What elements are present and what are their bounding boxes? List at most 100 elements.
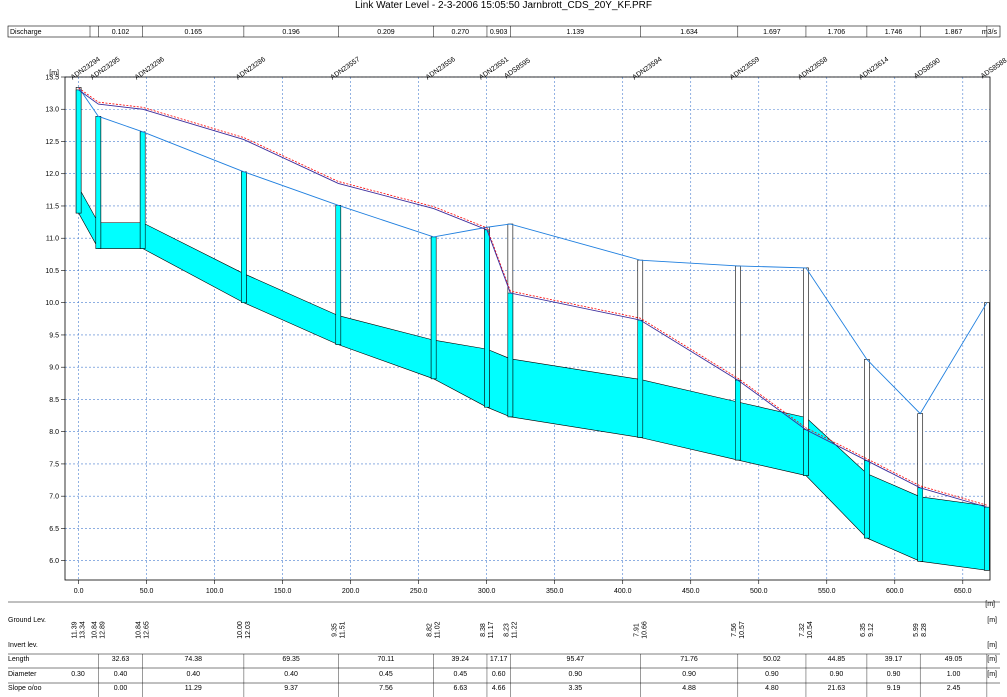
manhole-water	[803, 429, 809, 476]
slope-value: 4.80	[765, 685, 779, 692]
discharge-value: 0.270	[452, 29, 470, 36]
plot-frame	[64, 76, 991, 581]
slope-value: 3.35	[569, 685, 583, 692]
table-row-unit: [m]	[987, 656, 997, 663]
invert-level-value: 5.99	[913, 623, 920, 637]
diameter-value: 0.40	[186, 671, 200, 678]
manhole-water	[241, 171, 247, 303]
table-row-label: Invert lev.	[8, 642, 38, 649]
invert-level-value: 9.35	[331, 623, 338, 637]
manhole-water	[139, 131, 146, 249]
slope-value: 9.37	[284, 685, 298, 692]
discharge-value: 1.746	[885, 29, 903, 36]
manhole-water	[430, 236, 437, 380]
length-value: 69.35	[282, 656, 300, 663]
x-tick-label: 200.0	[342, 588, 360, 595]
slope-value: 0.00	[114, 685, 128, 692]
ground-level-value: 12.65	[144, 621, 151, 639]
diameter-value: 0.45	[379, 671, 393, 678]
slope-value: 4.88	[682, 685, 696, 692]
node-name-label: ADN23557	[329, 56, 361, 81]
diameter-value: 0.60	[492, 671, 506, 678]
manhole-water	[864, 460, 870, 539]
discharge-value: 0.102	[112, 29, 130, 36]
table-row-unit: [m]	[987, 642, 997, 649]
length-value: 39.17	[885, 656, 903, 663]
x-tick-label: 650.0	[954, 588, 972, 595]
y-tick-label: 13.5	[45, 75, 59, 82]
x-tick-label: 150.0	[274, 588, 292, 595]
table-row-label: Slope o/oo	[8, 685, 42, 692]
length-value: 44.85	[828, 656, 846, 663]
table-row-label: Diameter	[8, 671, 37, 678]
manhole-water	[917, 487, 923, 562]
ground-level-value: 8.28	[921, 623, 928, 637]
slope-value: 6.63	[453, 685, 467, 692]
ground-level-value: 9.12	[868, 623, 875, 637]
slope-value: 9.19	[887, 685, 901, 692]
y-tick-label: 10.5	[45, 268, 59, 275]
invert-level-value: 8.23	[503, 623, 510, 637]
x-tick-label: 250.0	[410, 588, 428, 595]
y-tick-label: 6.5	[49, 526, 59, 533]
diameter-value: 0.90	[887, 671, 901, 678]
node-name-label: ADN23559	[729, 56, 761, 81]
ground-level-value: 10.57	[739, 621, 746, 639]
x-tick-label: 600.0	[886, 588, 904, 595]
diameter-value: 1.00	[947, 671, 961, 678]
ground-level-value: 11.17	[488, 621, 495, 638]
discharge-value: 0.165	[185, 29, 203, 36]
length-value: 71.76	[680, 656, 698, 663]
discharge-row-unit: m3/s	[982, 29, 998, 36]
length-value: 70.11	[377, 656, 394, 663]
invert-level-value: 10.00	[237, 621, 244, 639]
y-tick-label: 12.0	[45, 171, 59, 178]
table-row-label: Ground Lev.	[8, 617, 46, 624]
diameter-value: 0.40	[114, 671, 128, 678]
invert-level-value: 8.38	[480, 623, 487, 637]
length-value: 17.17	[490, 656, 508, 663]
water-level-line	[78, 89, 987, 508]
diameter-value: 0.90	[682, 671, 696, 678]
discharge-row-frame	[7, 25, 1001, 38]
y-axis-unit: [m]	[49, 70, 59, 77]
ground-level-value: 13.34	[80, 621, 87, 639]
slope-value: 21.63	[828, 685, 846, 692]
y-tick-label: 7.5	[49, 461, 59, 468]
max-water-level-line	[78, 87, 987, 506]
discharge-value: 1.697	[763, 29, 781, 36]
length-value: 49.05	[945, 656, 963, 663]
x-axis-unit: [m]	[985, 601, 995, 608]
length-value: 39.24	[452, 656, 470, 663]
manhole-water	[637, 319, 644, 438]
manhole-water	[484, 229, 490, 408]
invert-level-value: 7.91	[633, 623, 640, 637]
y-tick-label: 8.0	[49, 429, 59, 436]
x-tick-label: 450.0	[682, 588, 700, 595]
node-name-label: ADN23286	[235, 56, 267, 81]
y-tick-label: 12.5	[45, 139, 59, 146]
discharge-value: 1.139	[567, 29, 585, 36]
ground-level-value: 10.54	[807, 621, 814, 639]
invert-level-value: 7.32	[799, 623, 806, 637]
y-tick-label: 7.0	[49, 494, 59, 501]
length-value: 95.47	[567, 656, 585, 663]
discharge-value: 0.903	[490, 29, 508, 36]
slope-value: 2.45	[947, 685, 961, 692]
diameter-value: 0.90	[830, 671, 844, 678]
manhole-water	[335, 205, 342, 345]
table-row-unit: [m]	[987, 671, 997, 678]
ground-level-value: 10.66	[641, 621, 648, 639]
length-value: 32.63	[112, 656, 130, 663]
y-tick-label: 8.5	[49, 397, 59, 404]
invert-level-value: 10.84	[136, 621, 143, 639]
manhole-water	[95, 116, 102, 249]
length-value: 50.02	[763, 656, 781, 663]
chart-title: Link Water Level - 2-3-2006 15:05:50 Jar…	[354, 0, 652, 11]
y-tick-label: 13.0	[45, 107, 59, 114]
length-value: 74.38	[185, 656, 203, 663]
diameter-value: 0.90	[765, 671, 779, 678]
x-tick-label: 0.0	[74, 588, 84, 595]
y-tick-label: 11.5	[46, 203, 59, 210]
